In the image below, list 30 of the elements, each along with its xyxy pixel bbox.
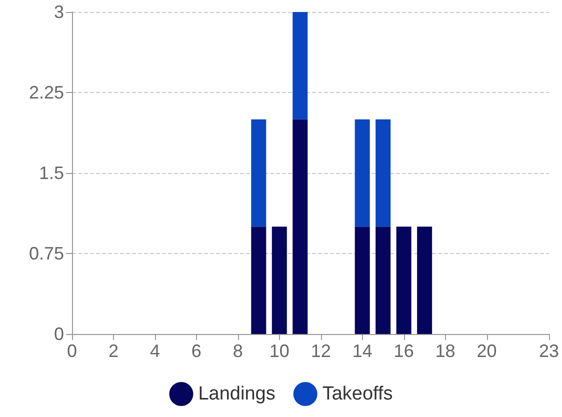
x-tick-label: 2 <box>108 341 118 361</box>
bar <box>292 12 308 120</box>
y-tick-label: 1.5 <box>38 163 64 183</box>
y-tick-label: 0 <box>54 324 64 344</box>
legend-label: Landings <box>198 384 276 404</box>
bar <box>354 119 370 227</box>
legend-label: Takeoffs <box>322 384 393 404</box>
x-tick-label: 6 <box>191 341 202 361</box>
bar <box>251 226 266 334</box>
x-tick-label: 0 <box>66 341 78 361</box>
x-tick-label: 12 <box>310 341 331 361</box>
bar <box>396 226 412 334</box>
x-tick-label: 10 <box>269 341 290 361</box>
bar <box>251 119 266 227</box>
bar <box>354 226 370 334</box>
bar <box>272 226 287 334</box>
bar <box>376 226 391 334</box>
x-tick-label: 20 <box>476 341 497 361</box>
x-tick-label: 18 <box>435 341 456 361</box>
y-tick-label: 3 <box>54 2 64 22</box>
x-tick-label: 14 <box>352 341 372 361</box>
x-tick-label: 4 <box>150 341 160 361</box>
x-tick-label: 23 <box>538 341 560 361</box>
bar <box>292 119 308 334</box>
y-tick-label: 0.75 <box>28 244 64 264</box>
bar <box>376 119 391 227</box>
bar <box>417 226 432 334</box>
x-tick-label: 8 <box>232 341 243 361</box>
y-tick-label: 2.25 <box>28 82 64 102</box>
x-tick-label: 16 <box>394 341 414 361</box>
